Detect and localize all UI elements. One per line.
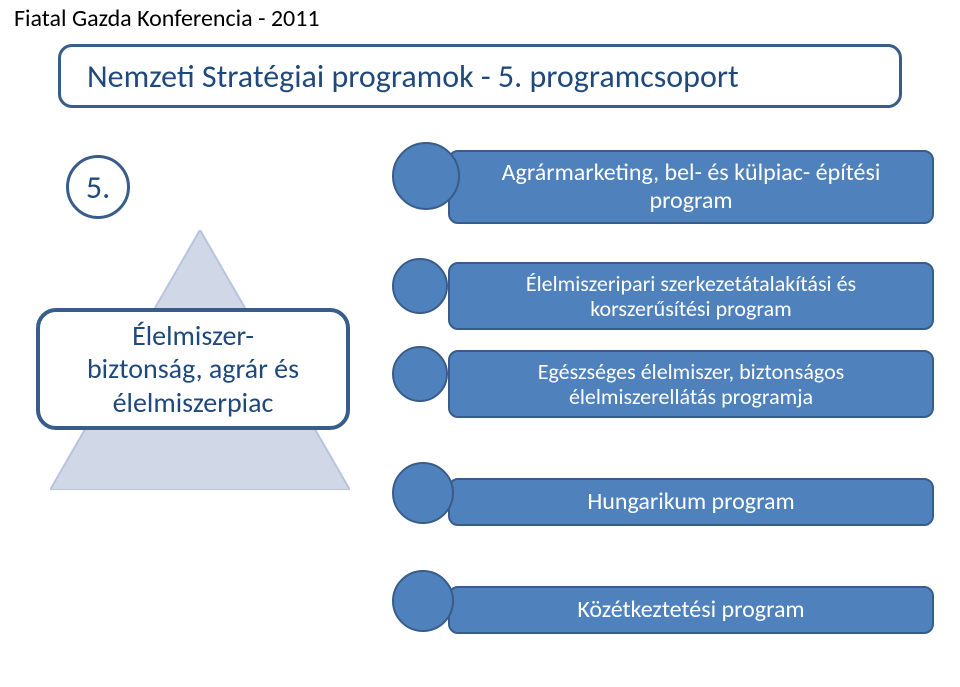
program-bar: Agrármarketing, bel- és külpiac- építési… (448, 150, 934, 224)
program-dot (392, 570, 454, 632)
program-bar: Élelmiszeripari szerkezetátalakítási és … (448, 262, 934, 330)
program-bar: Közétkeztetési program (448, 586, 934, 634)
title-text: Nemzeti Stratégiai programok - 5. progra… (87, 57, 739, 96)
number-label: 5. (86, 168, 110, 207)
program-dot (392, 462, 454, 524)
left-pill-text: Élelmiszer-biztonság, agrár és élelmisze… (54, 319, 332, 420)
program-bar: Hungarikum program (448, 478, 934, 526)
program-label: Egészséges élelmiszer, biztonságos élelm… (466, 359, 916, 410)
program-label: Közétkeztetési program (577, 596, 804, 624)
program-label: Hungarikum program (587, 488, 794, 516)
program-label: Agrármarketing, bel- és külpiac- építési… (466, 159, 916, 214)
page-header: Fiatal Gazda Konferencia - 2011 (14, 4, 320, 33)
program-dot (392, 346, 448, 402)
left-pill: Élelmiszer-biztonság, agrár és élelmisze… (36, 308, 350, 430)
number-circle: 5. (66, 155, 130, 219)
title-bar: Nemzeti Stratégiai programok - 5. progra… (58, 44, 902, 108)
program-bar: Egészséges élelmiszer, biztonságos élelm… (448, 350, 934, 418)
program-dot (392, 142, 460, 210)
program-dot (392, 258, 448, 314)
program-label: Élelmiszeripari szerkezetátalakítási és … (466, 271, 916, 322)
